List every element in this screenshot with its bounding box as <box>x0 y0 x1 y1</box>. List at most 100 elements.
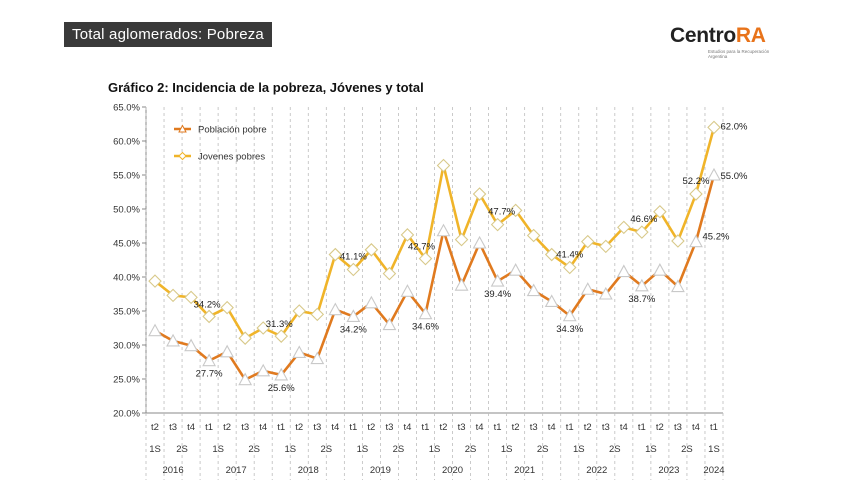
series-point-diamond <box>526 228 541 243</box>
legend-marker-diamond <box>178 151 187 161</box>
logo-accent: RA <box>735 24 766 47</box>
series-point-diamond <box>148 274 162 288</box>
series-point-triangle <box>184 338 199 352</box>
data-label: 31.3% <box>266 319 293 330</box>
series-point-diamond <box>238 331 252 345</box>
series-point-triangle <box>472 235 487 249</box>
series-point-triangle <box>508 263 523 276</box>
quarter-tick-label: t4 <box>692 422 700 433</box>
semester-tick-label: 1S <box>149 444 161 455</box>
series-point-diamond <box>454 232 469 247</box>
y-tick-label: 25.0% <box>113 375 140 386</box>
data-label: 41.4% <box>556 249 583 260</box>
series-point-diamond <box>256 321 270 335</box>
quarter-tick-label: t3 <box>602 422 610 433</box>
y-tick-label: 45.0% <box>113 239 140 250</box>
year-tick-label: 2019 <box>370 465 391 476</box>
series-point-diamond <box>580 234 595 249</box>
series-point-diamond <box>346 262 361 277</box>
series-point-triangle <box>418 306 433 320</box>
quarter-tick-label: t1 <box>710 422 718 433</box>
y-tick-label: 65.0% <box>113 103 140 114</box>
semester-tick-label: 1S <box>501 444 513 455</box>
series-point-diamond <box>436 158 451 173</box>
y-tick-label: 40.0% <box>113 273 140 284</box>
quarter-tick-label: t1 <box>422 422 430 433</box>
series-point-triangle <box>634 278 649 292</box>
year-tick-label: 2018 <box>298 465 319 476</box>
series-point-triangle <box>616 264 631 278</box>
series-point-diamond <box>202 309 216 324</box>
semester-tick-label: 2S <box>176 444 188 455</box>
year-tick-label: 2021 <box>514 465 535 476</box>
quarter-tick-label: t3 <box>674 422 682 433</box>
data-label: 46.6% <box>630 214 657 225</box>
semester-tick-label: 2S <box>609 444 621 455</box>
logo-text: Centro <box>670 24 736 47</box>
data-label: 45.2% <box>702 232 729 243</box>
semester-tick-label: 2S <box>537 444 549 455</box>
series-point-diamond <box>166 288 180 303</box>
series-point-triangle <box>328 302 343 316</box>
data-label: 34.3% <box>556 324 583 335</box>
data-label: 47.7% <box>488 207 515 218</box>
series-point-diamond <box>328 247 343 262</box>
series-point-diamond <box>635 225 649 239</box>
quarter-tick-label: t4 <box>620 422 628 433</box>
data-label: 55.0% <box>721 171 748 182</box>
semester-tick-label: 1S <box>284 444 296 455</box>
series-point-triangle <box>490 273 505 287</box>
series-point-triangle <box>148 323 162 337</box>
series-point-triangle <box>689 234 703 248</box>
series-point-triangle <box>670 279 685 293</box>
series-point-diamond <box>400 228 415 242</box>
quarter-tick-label: t1 <box>277 422 285 433</box>
quarter-tick-label: t2 <box>656 422 664 433</box>
y-tick-label: 50.0% <box>113 205 140 216</box>
series-point-triangle <box>562 308 577 322</box>
quarter-tick-label: t4 <box>403 422 411 433</box>
quarter-tick-label: t1 <box>349 422 357 433</box>
semester-tick-label: 1S <box>357 444 369 455</box>
series-point-diamond <box>707 120 721 135</box>
series-point-triangle <box>202 353 217 367</box>
quarter-tick-label: t3 <box>169 422 177 433</box>
series-point-diamond <box>310 307 325 322</box>
quarter-tick-label: t1 <box>638 422 646 433</box>
series-point-triangle <box>310 351 325 365</box>
y-tick-label: 35.0% <box>113 307 140 318</box>
series-point-diamond <box>653 204 667 219</box>
semester-tick-label: 1S <box>573 444 585 455</box>
quarter-tick-label: t4 <box>548 422 556 433</box>
data-label: 34.2% <box>194 299 221 310</box>
quarter-tick-label: t1 <box>494 422 502 433</box>
year-tick-label: 2020 <box>442 465 463 476</box>
series-point-triangle <box>544 294 559 308</box>
series-point-triangle <box>256 363 271 377</box>
quarter-tick-label: t2 <box>440 422 448 433</box>
y-tick-label: 30.0% <box>113 341 140 352</box>
y-tick-label: 60.0% <box>113 137 140 148</box>
year-tick-label: 2022 <box>586 465 607 476</box>
series-point-triangle <box>454 278 469 291</box>
data-label: 25.6% <box>268 383 295 394</box>
series-point-diamond <box>562 260 577 275</box>
semester-tick-label: 1S <box>212 444 224 455</box>
quarter-tick-label: t3 <box>241 422 249 433</box>
year-tick-label: 2024 <box>703 465 724 476</box>
series-point-diamond <box>472 187 487 201</box>
quarter-tick-label: t3 <box>458 422 466 433</box>
legend-label: Población pobre <box>198 125 267 136</box>
data-label: 52.2% <box>682 176 709 187</box>
quarter-tick-label: t2 <box>223 422 231 433</box>
data-label: 41.1% <box>340 252 367 263</box>
series-point-diamond <box>617 220 631 235</box>
series-point-triangle <box>364 295 379 309</box>
quarter-tick-label: t2 <box>151 422 159 433</box>
year-tick-label: 2023 <box>658 465 679 476</box>
series-point-diamond <box>599 239 613 254</box>
quarter-tick-label: t2 <box>295 422 303 433</box>
series-point-triangle <box>166 333 180 347</box>
series-point-triangle <box>400 284 415 297</box>
